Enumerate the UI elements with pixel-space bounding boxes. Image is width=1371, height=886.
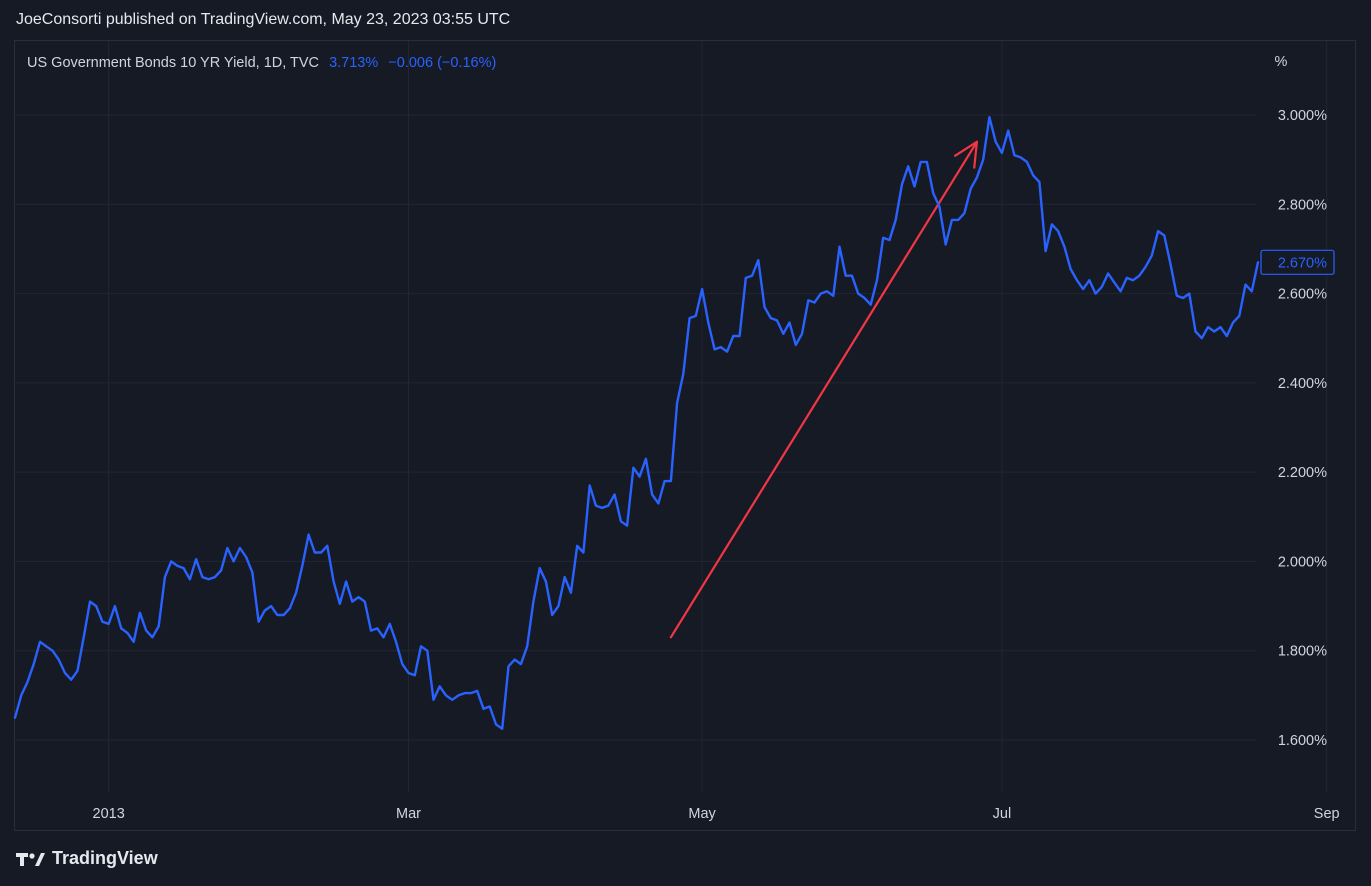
- legend-change: −0.006 (−0.16%): [388, 55, 497, 71]
- y-tick-label: 2.600%: [1278, 287, 1327, 303]
- x-tick-label: Jul: [993, 806, 1012, 822]
- x-tick-label: Sep: [1314, 806, 1340, 822]
- y-tick-label: 3.000%: [1278, 108, 1327, 124]
- trend-arrow-annotation[interactable]: [669, 140, 979, 639]
- y-tick-label: 2.200%: [1278, 465, 1327, 481]
- last-price-tag: [1260, 249, 1335, 275]
- y-tick-label: 1.600%: [1278, 733, 1327, 749]
- y-unit-label: %: [1275, 54, 1288, 70]
- x-tick-label: Mar: [396, 806, 421, 822]
- x-axis[interactable]: 2013MarMayJulSepOctNov: [93, 806, 1371, 822]
- tradingview-brand: TradingView: [52, 848, 158, 868]
- publish-header: JoeConsorti published on TradingView.com…: [16, 11, 511, 28]
- tradingview-logo[interactable]: TradingView: [16, 848, 158, 869]
- legend-last-value: 3.713%: [329, 55, 379, 71]
- trend-arrow-shaft: [669, 140, 979, 639]
- grid-lines: [14, 41, 1328, 792]
- tradingview-logo-icon: [16, 852, 45, 866]
- series-layer: [13, 115, 1260, 730]
- chart-frame[interactable]: [14, 40, 1356, 831]
- chart-legend[interactable]: US Government Bonds 10 YR Yield, 1D, TVC…: [27, 55, 496, 71]
- y-tick-label: 1.800%: [1278, 644, 1327, 660]
- y-tick-label: 2.400%: [1278, 376, 1327, 392]
- x-tick-label: 2013: [93, 806, 125, 822]
- y-tick-label: 2.800%: [1278, 197, 1327, 213]
- yield-series-line: [13, 115, 1260, 730]
- legend-symbol: US Government Bonds 10 YR Yield, 1D, TVC: [27, 55, 320, 71]
- last-price-label: 2.670%: [1278, 255, 1327, 271]
- x-tick-label: May: [688, 806, 716, 822]
- trend-arrow-head: [953, 140, 979, 169]
- y-tick-label: 2.000%: [1278, 554, 1327, 570]
- y-axis[interactable]: 1.600% 1.800% 2.000% 2.200% 2.400% 2.600% 2.80…: [1260, 54, 1335, 749]
